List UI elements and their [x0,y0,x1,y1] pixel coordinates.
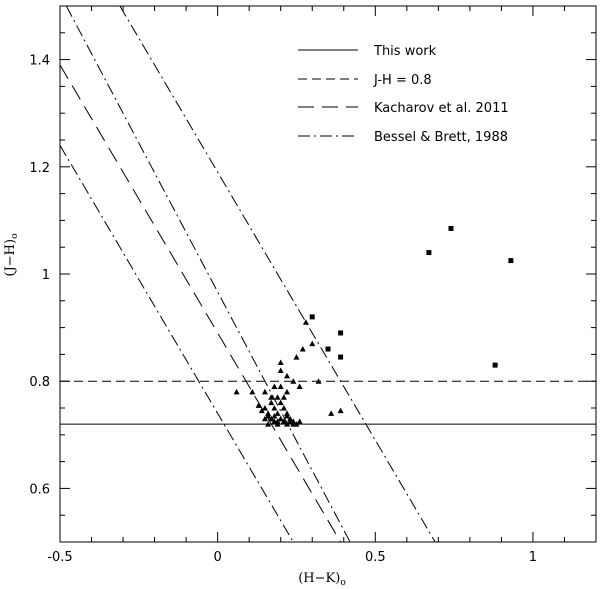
triangle-point [293,421,300,427]
triangle-point [280,394,287,400]
triangle-point [309,340,316,347]
triangle-point [299,346,306,352]
x-axis-label: (H−K)o [298,571,346,588]
y-axis-label-sub: o [10,233,20,238]
y-tick-label: 0.8 [29,375,50,390]
triangle-point [277,367,284,373]
square-point [338,330,344,336]
axes: -0.5 0 0.5 1 0.6 0.8 1 1.2 1.4 [29,5,597,565]
y-axis-label: (J−H)o [3,233,20,276]
triangle-point [271,383,278,390]
triangle-point [265,421,272,427]
triangle-point [277,399,284,406]
triangle-point [277,415,284,422]
line-dash-dot [59,145,294,543]
square-point [426,250,432,256]
x-axis-label-sub: o [340,578,345,588]
triangle-point [277,359,284,365]
square-point [492,362,498,368]
square-point [325,346,331,352]
triangle-point [290,378,297,384]
triangle-point [268,415,275,422]
triangle-point [293,354,300,360]
plot-frame [59,5,597,543]
line-dash-dot [65,5,351,543]
triangle-point [271,413,278,419]
triangle-point [290,418,297,424]
triangle-point [277,383,284,390]
reference-lines [59,5,596,543]
triangle-point [261,415,268,422]
line-long-dash [59,64,342,543]
y-tick-label: 1.4 [29,54,50,69]
square-point [338,354,344,360]
legend-label: J-H = 0.8 [373,73,432,88]
legend-label: This work [373,44,437,59]
legend: This work J-H = 0.8 Kacharov et al. 2011 Be… [298,44,509,145]
y-tick-label: 1.2 [29,161,50,176]
triangle-point [261,405,268,411]
y-tick-label: 0.6 [29,482,50,497]
x-tick-label: 0 [214,550,222,565]
square-point [309,314,315,320]
triangle-point [296,418,303,424]
triangle-point [296,383,303,390]
triangle-point [274,394,281,400]
triangle-point [328,410,335,416]
triangle-point [280,405,287,411]
triangle-point [302,319,309,325]
triangle-point [271,405,278,411]
triangle-point [284,372,291,379]
y-axis-label-main: (J−H) [3,239,18,277]
x-axis-label-main: (H−K) [298,571,340,586]
triangle-point [265,413,272,419]
triangle-point [268,399,275,406]
triangle-point [284,421,291,427]
triangle-point [315,378,322,384]
square-point [508,258,514,264]
triangle-point [233,388,240,395]
x-tick-label: 0.5 [365,550,386,565]
triangle-point [261,388,268,395]
triangle-point [249,388,256,395]
data-points [233,225,514,427]
line-dash-dot [119,5,436,543]
triangle-point [337,407,344,414]
legend-label: Bessel & Brett, 1988 [374,130,508,145]
triangle-point [271,418,278,424]
legend-label: Kacharov et al. 2011 [374,101,509,116]
triangle-point [280,418,287,424]
triangle-point [274,410,281,416]
x-tick-label: -0.5 [47,550,72,565]
triangle-point [268,394,275,400]
triangle-point [284,388,291,395]
triangle-point [284,413,291,419]
square-point [448,225,454,231]
triangle-point [255,402,262,408]
y-tick-label: 1 [42,268,50,283]
triangle-point [274,421,281,427]
x-tick-label: 1 [529,550,537,565]
triangle-point [258,407,265,414]
